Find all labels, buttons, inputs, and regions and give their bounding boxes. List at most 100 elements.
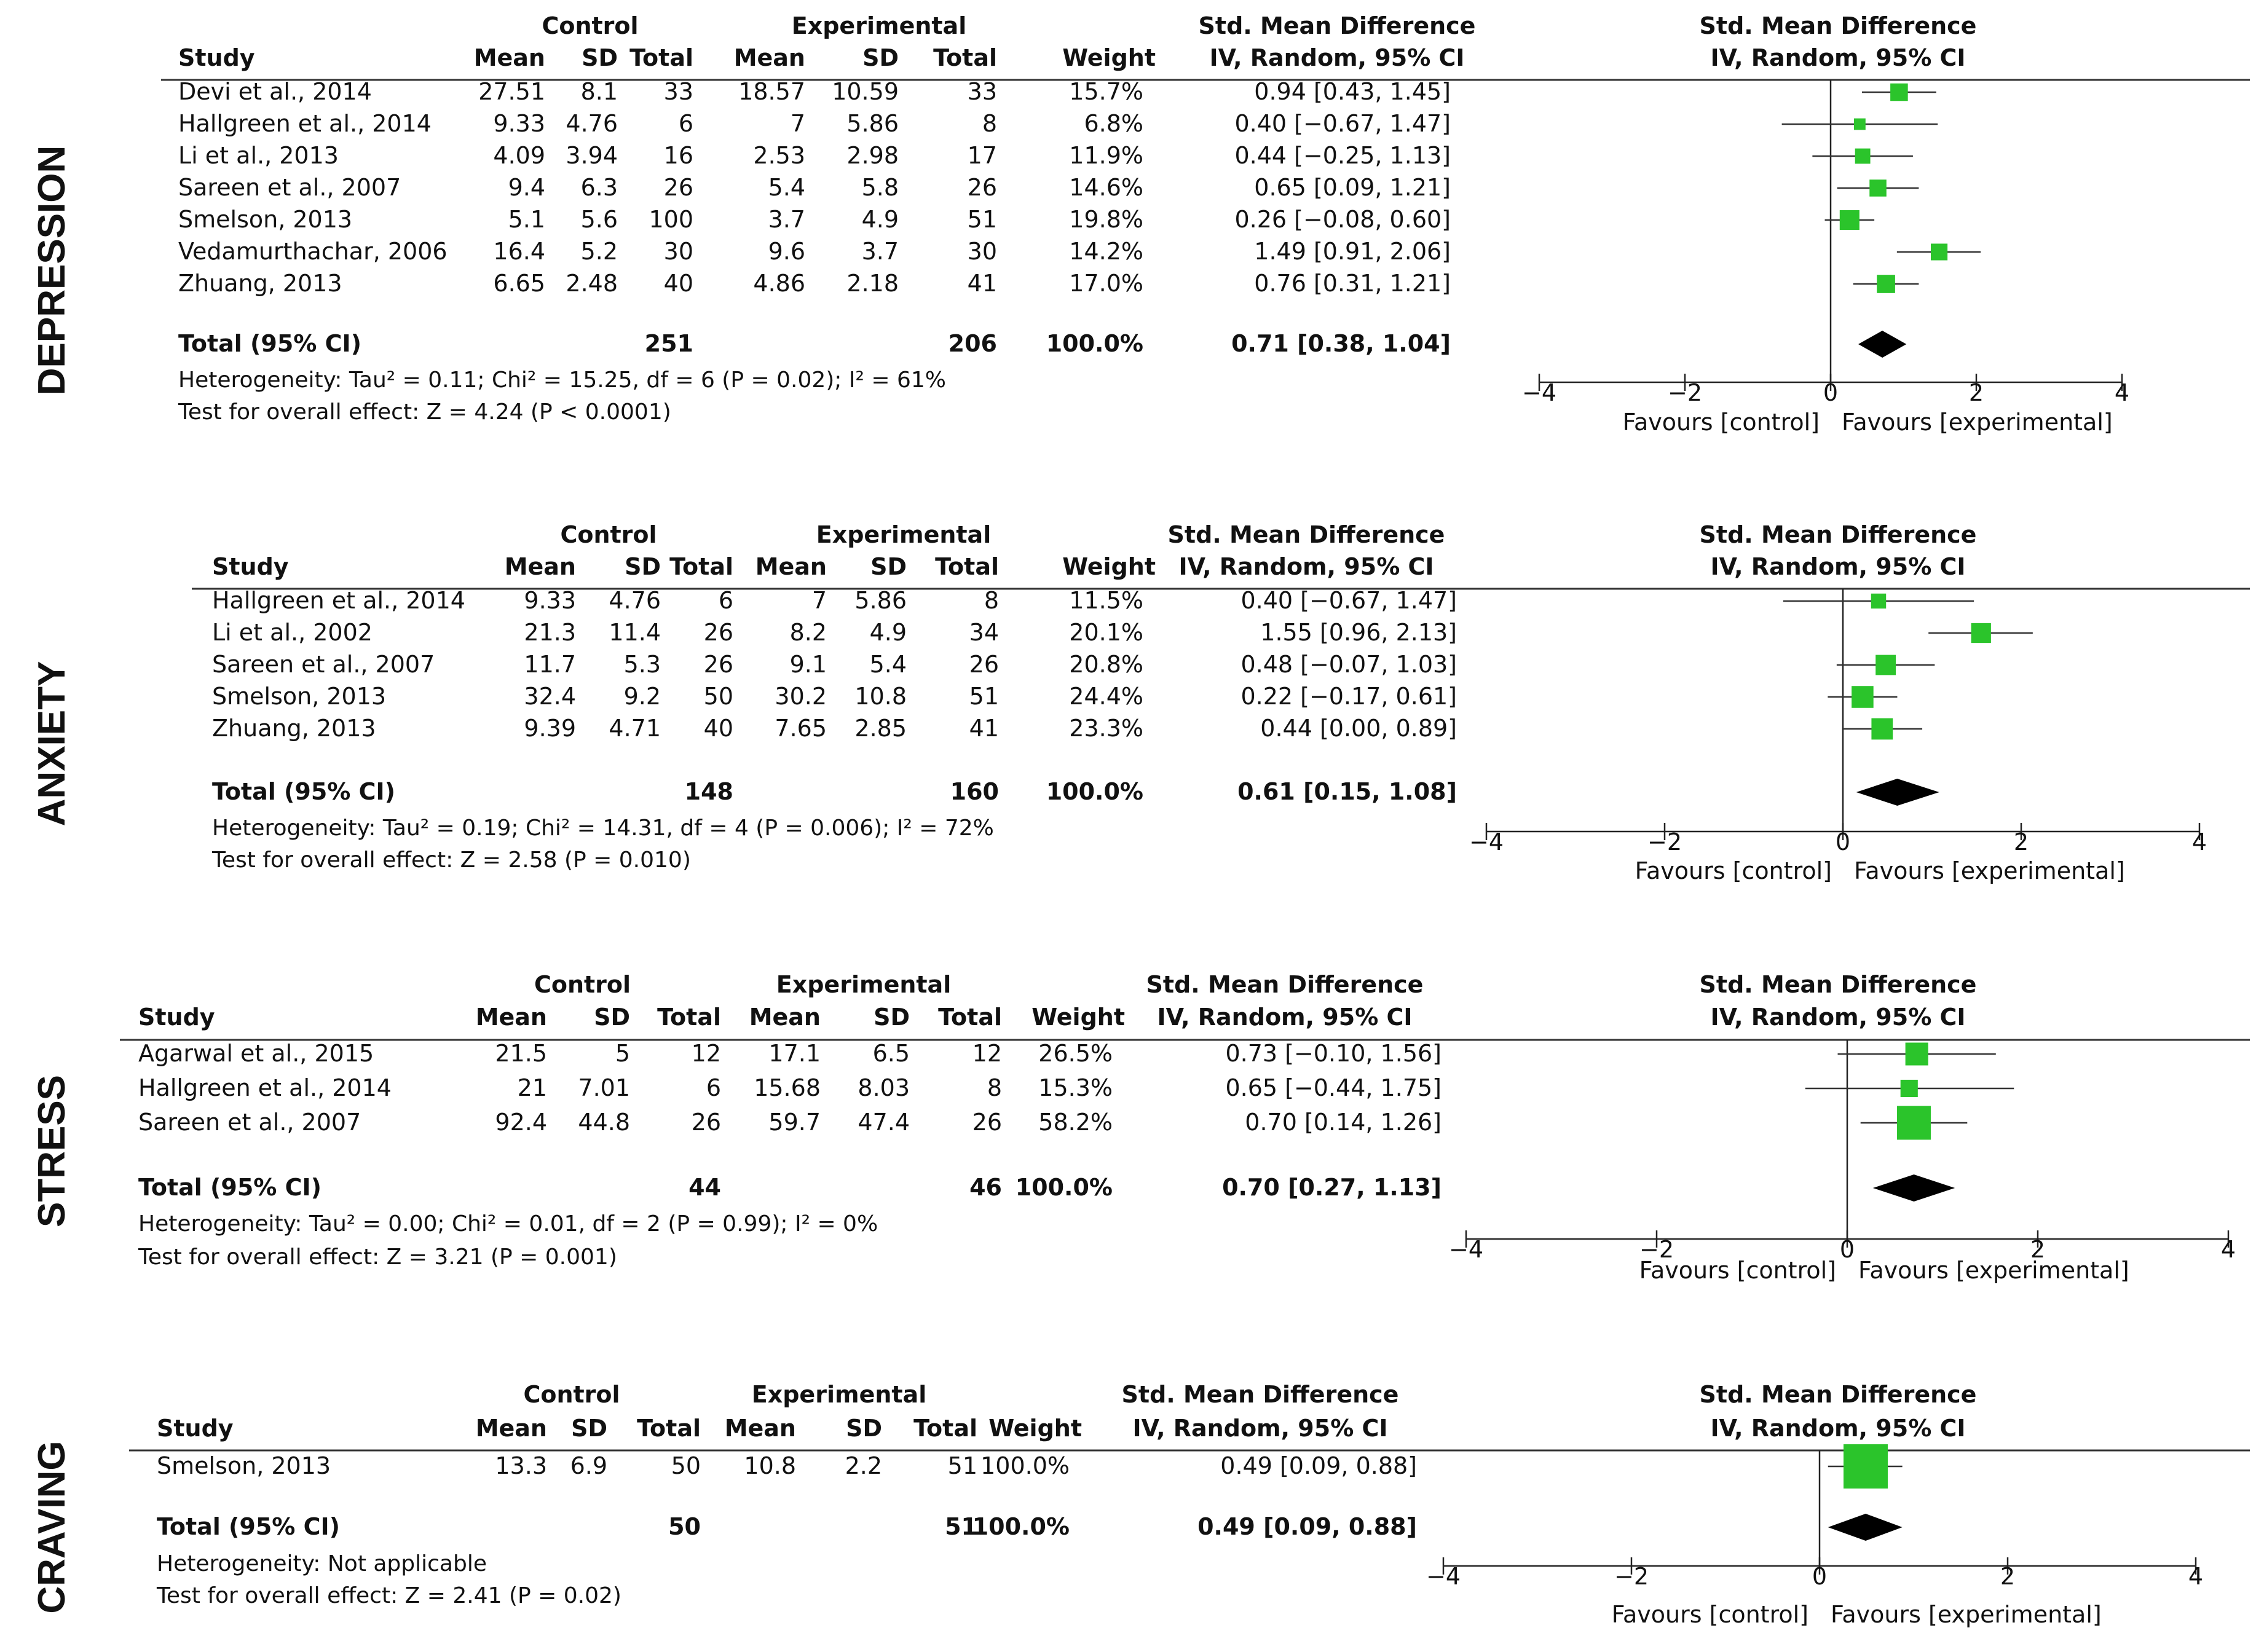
study-ci-label: 0.22 [−0.17, 0.61] [1240,683,1457,710]
study-name: Sareen et al., 2007 [138,1109,361,1136]
study-marker [1890,83,1908,101]
x-tick-label: −4 [1522,379,1556,406]
col-e-sd-anxiety: SD [870,553,907,580]
experimental-total: 30 [968,238,997,265]
study-ci-label: 0.70 [0.14, 1.26] [1245,1109,1442,1136]
header-experimental-depression: Experimental [792,12,966,39]
favours-control-label-depression: Favours [control] [1623,409,1820,436]
col-c-total-craving: Total [637,1415,701,1442]
control-total: 6 [679,110,693,137]
col-e-sd-stress: SD [874,1004,910,1031]
col-weight-anxiety: Weight [1062,553,1156,580]
col-c-mean-craving: Mean [476,1415,547,1442]
plot-title-craving: Std. Mean Difference [1700,1381,1977,1408]
x-tick-label: 2 [2014,828,2029,856]
overall-effect-text-stress: Test for overall effect: Z = 3.21 (P = 0… [138,1245,617,1270]
experimental-mean: 4.86 [753,270,805,297]
x-tick-label: −4 [1426,1563,1461,1590]
experimental-sd: 5.86 [846,110,899,137]
study-weight: 11.5% [1069,587,1143,614]
control-total: 40 [704,715,733,742]
header-smd-stress: Std. Mean Difference [1146,971,1424,998]
total-label-anxiety: Total (95% CI) [212,778,395,805]
control-sd: 9.2 [624,683,661,710]
x-tick-label: 0 [1823,379,1838,406]
total-weight-craving: 100.0% [972,1513,1070,1540]
experimental-mean: 3.7 [768,206,805,233]
study-weight: 19.8% [1069,206,1143,233]
control-sd: 8.1 [581,78,618,105]
favours-experimental-label-depression: Favours [experimental] [1842,409,2113,436]
study-ci-label: 0.76 [0.31, 1.21] [1254,270,1451,297]
plot-method-anxiety: IV, Random, 95% CI [1710,553,1965,580]
study-name: Sareen et al., 2007 [212,651,435,678]
control-mean: 27.51 [478,78,545,105]
col-method-stress: IV, Random, 95% CI [1157,1004,1412,1031]
experimental-total: 51 [968,206,997,233]
control-total: 100 [649,206,693,233]
study-ci-label: 1.49 [0.91, 2.06] [1254,238,1451,265]
total-control-anxiety: 148 [685,778,733,805]
study-weight: 15.3% [1038,1074,1113,1101]
study-weight: 24.4% [1069,683,1143,710]
col-weight-craving: Weight [988,1415,1082,1442]
x-tick-label: 0 [1836,828,1850,856]
experimental-sd: 47.4 [858,1109,910,1136]
heterogeneity-text-anxiety: Heterogeneity: Tau² = 0.19; Chi² = 14.31… [212,816,994,841]
total-experimental-craving: 51 [945,1513,977,1540]
experimental-mean: 18.57 [738,78,805,105]
experimental-mean: 17.1 [768,1040,821,1067]
col-c-sd-craving: SD [571,1415,607,1442]
study-weight: 100.0% [980,1452,1070,1479]
header-control-craving: Control [523,1381,620,1408]
experimental-total: 26 [969,651,999,678]
control-sd: 6.3 [581,174,618,201]
study-marker [1900,1079,1918,1098]
x-tick-label: 4 [2192,828,2207,856]
study-marker [1839,210,1860,230]
control-total: 50 [671,1452,701,1479]
col-method-craving: IV, Random, 95% CI [1132,1415,1387,1442]
col-e-total-stress: Total [938,1004,1002,1031]
total-control-craving: 50 [668,1513,701,1540]
col-method-anxiety: IV, Random, 95% CI [1178,553,1434,580]
control-sd: 5.6 [581,206,618,233]
col-method-depression: IV, Random, 95% CI [1209,44,1464,71]
control-sd: 44.8 [578,1109,630,1136]
experimental-total: 51 [969,683,999,710]
col-c-sd-stress: SD [594,1004,630,1031]
study-marker [1854,118,1866,130]
experimental-sd: 5.8 [862,174,899,201]
study-ci-label: 1.55 [0.96, 2.13] [1260,619,1457,646]
experimental-mean: 59.7 [768,1109,821,1136]
experimental-mean: 7 [791,110,805,137]
experimental-total: 26 [968,174,997,201]
study-weight: 23.3% [1069,715,1143,742]
control-mean: 6.65 [493,270,545,297]
control-total: 33 [664,78,693,105]
experimental-total: 41 [968,270,997,297]
study-ci-label: 0.44 [0.00, 0.89] [1260,715,1457,742]
experimental-mean: 7 [812,587,827,614]
study-name: Zhuang, 2013 [212,715,376,742]
experimental-sd: 2.98 [846,142,899,169]
total-label-stress: Total (95% CI) [138,1174,321,1201]
experimental-sd: 5.4 [870,651,907,678]
study-name: Hallgreen et al., 2014 [178,110,432,137]
plot-method-depression: IV, Random, 95% CI [1710,44,1965,71]
control-mean: 9.4 [508,174,545,201]
col-c-mean-depression: Mean [474,44,545,71]
overall-effect-text-craving: Test for overall effect: Z = 2.41 (P = 0… [156,1583,621,1608]
total-diamond-anxiety [1856,779,1939,806]
study-weight: 15.7% [1069,78,1143,105]
total-label-craving: Total (95% CI) [157,1513,340,1540]
total-diamond-depression [1858,331,1907,358]
total-diamond-craving [1828,1514,1903,1541]
total-experimental-stress: 46 [969,1174,1002,1201]
favours-control-label-stress: Favours [control] [1639,1257,1836,1284]
control-mean: 5.1 [508,206,545,233]
x-tick-label: −2 [1639,1236,1674,1263]
study-marker [1855,148,1871,164]
study-name: Agarwal et al., 2015 [138,1040,374,1067]
header-smd-craving: Std. Mean Difference [1122,1381,1399,1408]
